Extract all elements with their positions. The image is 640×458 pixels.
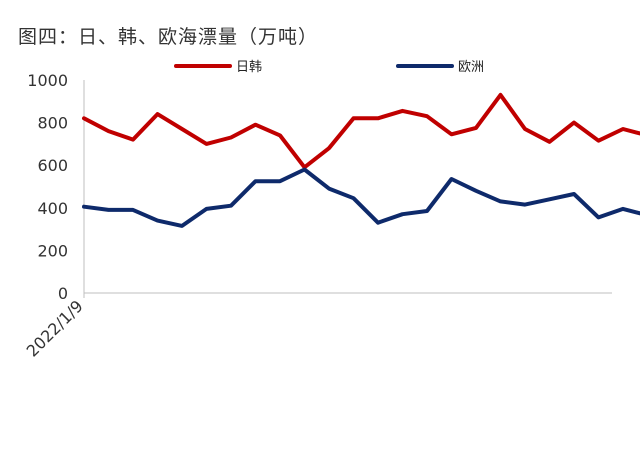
chart-title: 图四：日、韩、欧海漂量（万吨）	[18, 26, 319, 48]
legend-label: 日韩	[236, 60, 262, 75]
series-line-japan-korea	[82, 92, 640, 170]
y-tick-label: 600	[37, 156, 68, 175]
legend-label: 欧洲	[458, 60, 484, 75]
series-lines	[82, 92, 640, 228]
y-tick-label: 800	[37, 114, 68, 133]
y-tick-label: 200	[37, 241, 68, 260]
chart-axes	[83, 80, 612, 294]
y-tick-label: 1000	[27, 71, 68, 90]
y-tick-label: 400	[37, 199, 68, 218]
x-axis-ticks: 2022/1/9	[23, 293, 87, 361]
series-line-europe	[82, 167, 640, 228]
legend: 日韩 欧洲	[174, 60, 484, 75]
y-tick-label: 0	[58, 284, 68, 303]
y-axis-ticks: 0 200 400 600 800 1000	[27, 71, 68, 303]
x-tick-label: 2022/1/9	[23, 296, 87, 360]
